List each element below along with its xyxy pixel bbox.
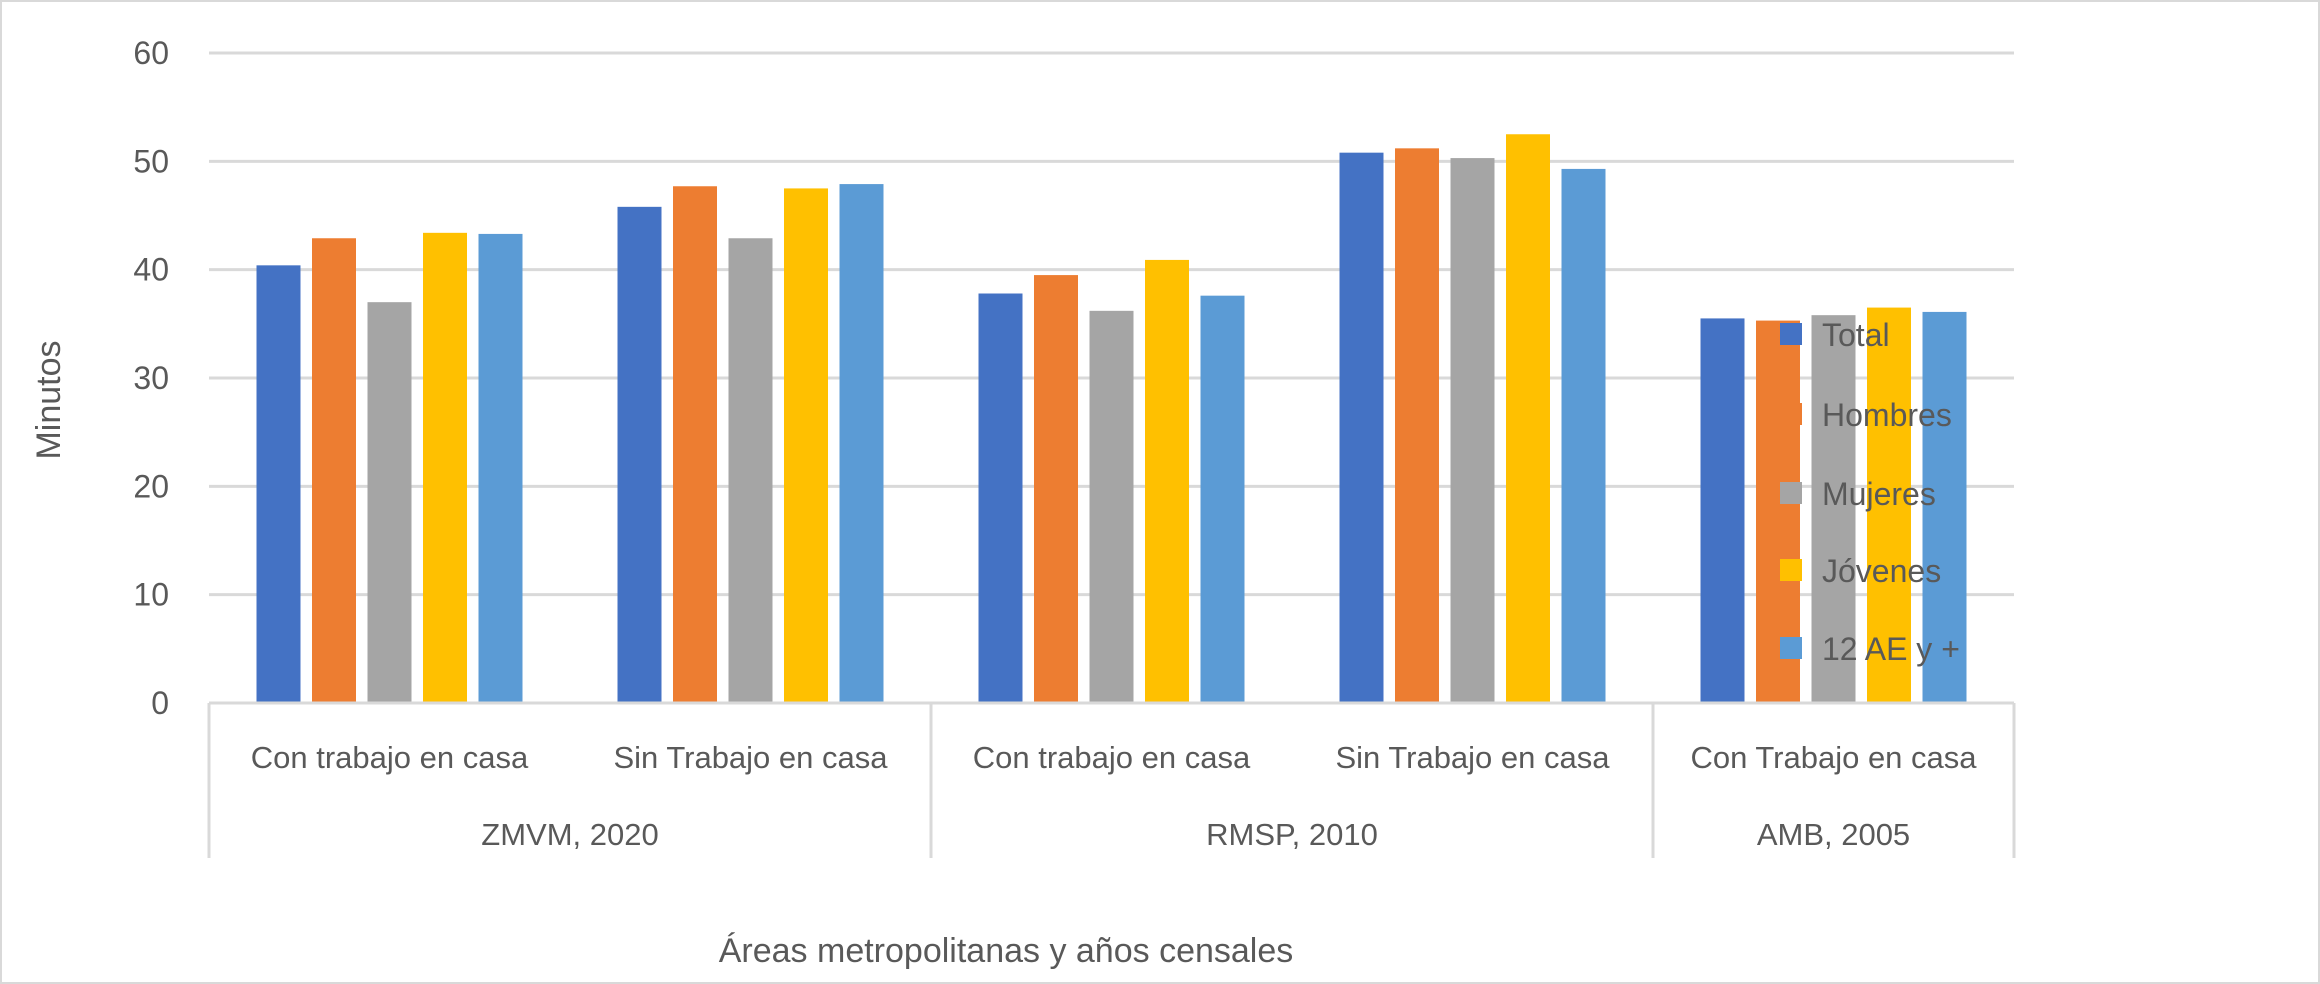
bar-hombres xyxy=(1034,275,1078,703)
x-category-label: Con Trabajo en casa xyxy=(1690,740,1977,775)
legend-label: Total xyxy=(1822,317,1890,353)
x-group-label: RMSP, 2010 xyxy=(1206,817,1378,852)
legend-label: Hombres xyxy=(1822,397,1952,433)
bar-j-venes xyxy=(784,188,828,703)
bar-mujeres xyxy=(1089,310,1134,703)
y-tick-label: 20 xyxy=(133,468,169,504)
bar-j-venes xyxy=(1506,134,1550,703)
bar-12-ae-y- xyxy=(839,184,884,704)
bar-12-ae-y- xyxy=(478,233,523,703)
bar-j-venes xyxy=(423,232,467,704)
x-group-label: ZMVM, 2020 xyxy=(481,817,658,852)
y-tick-label: 0 xyxy=(151,685,169,721)
bar-total xyxy=(256,265,301,703)
bar-12-ae-y- xyxy=(1200,295,1245,703)
y-tick-label: 40 xyxy=(133,252,169,288)
bar-j-venes xyxy=(1145,259,1189,703)
legend-swatch xyxy=(1780,403,1802,425)
bar-j-venes xyxy=(1867,307,1911,703)
y-tick-label: 50 xyxy=(133,143,169,179)
legend-label: Jóvenes xyxy=(1822,553,1941,589)
legend-swatch xyxy=(1780,637,1802,659)
x-category-label: Con trabajo en casa xyxy=(973,740,1251,775)
y-axis-title: Minutos xyxy=(30,340,68,459)
x-group-label: AMB, 2005 xyxy=(1757,817,1910,852)
bar-total xyxy=(978,293,1023,703)
bar-hombres xyxy=(312,238,356,703)
legend-label: 12 AE y + xyxy=(1822,631,1960,667)
legend-label: Mujeres xyxy=(1822,476,1936,512)
bar-hombres xyxy=(1395,148,1439,704)
legend-swatch xyxy=(1780,482,1802,504)
bar-12-ae-y- xyxy=(1922,311,1967,703)
bar-hombres xyxy=(673,186,717,703)
x-axis-title: Áreas metropolitanas y años censales xyxy=(719,932,1294,970)
x-category-label: Sin Trabajo en casa xyxy=(1335,740,1610,775)
x-category-label: Sin Trabajo en casa xyxy=(613,740,888,775)
legend-swatch xyxy=(1780,559,1802,581)
bar-12-ae-y- xyxy=(1561,168,1606,703)
bar-mujeres xyxy=(1811,315,1856,703)
bar-total xyxy=(1339,152,1384,703)
bar-total xyxy=(1700,318,1745,703)
bar-mujeres xyxy=(728,238,773,703)
legend-swatch xyxy=(1780,323,1802,345)
bar-mujeres xyxy=(1450,158,1495,704)
x-category-label: Con trabajo en casa xyxy=(251,740,529,775)
y-tick-label: 60 xyxy=(133,35,169,71)
y-tick-label: 30 xyxy=(133,360,169,396)
bar-total xyxy=(617,206,662,704)
bar-mujeres xyxy=(367,302,412,703)
y-tick-label: 10 xyxy=(133,577,169,613)
